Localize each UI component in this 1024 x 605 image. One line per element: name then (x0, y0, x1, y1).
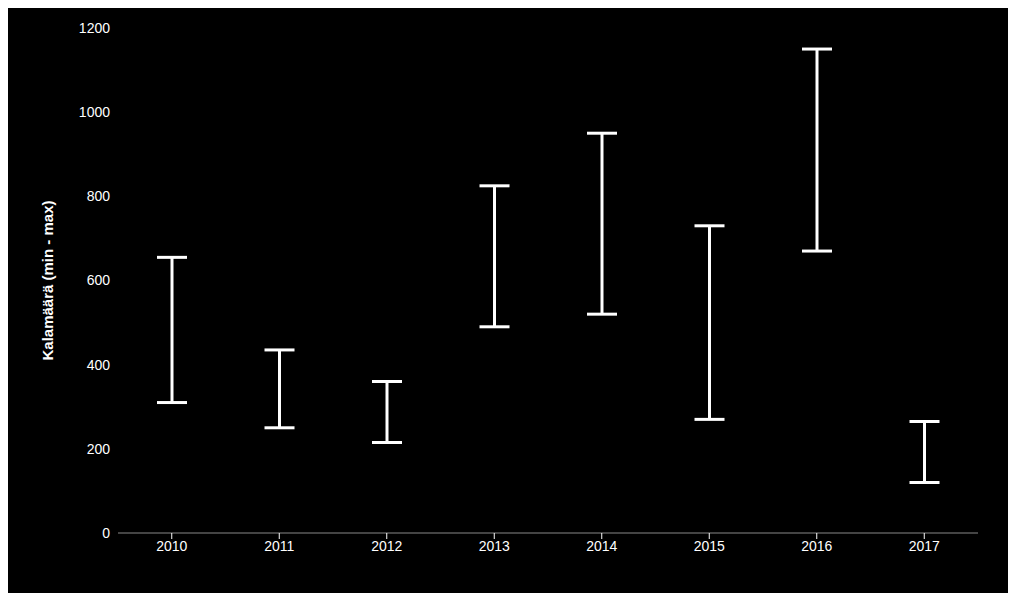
svg-text:600: 600 (87, 272, 111, 288)
svg-text:1000: 1000 (79, 104, 110, 120)
svg-text:2016: 2016 (801, 538, 832, 554)
svg-text:2014: 2014 (586, 538, 617, 554)
svg-text:2015: 2015 (694, 538, 725, 554)
svg-text:2017: 2017 (909, 538, 940, 554)
svg-text:0: 0 (102, 525, 110, 541)
svg-text:2012: 2012 (371, 538, 402, 554)
svg-text:2013: 2013 (479, 538, 510, 554)
svg-text:200: 200 (87, 441, 111, 457)
svg-text:2011: 2011 (264, 538, 294, 554)
svg-text:1200: 1200 (79, 20, 110, 36)
svg-text:800: 800 (87, 188, 111, 204)
svg-text:2010: 2010 (156, 538, 187, 554)
svg-text:Kalamäärä (min - max): Kalamäärä (min - max) (39, 200, 56, 360)
svg-text:400: 400 (87, 357, 111, 373)
